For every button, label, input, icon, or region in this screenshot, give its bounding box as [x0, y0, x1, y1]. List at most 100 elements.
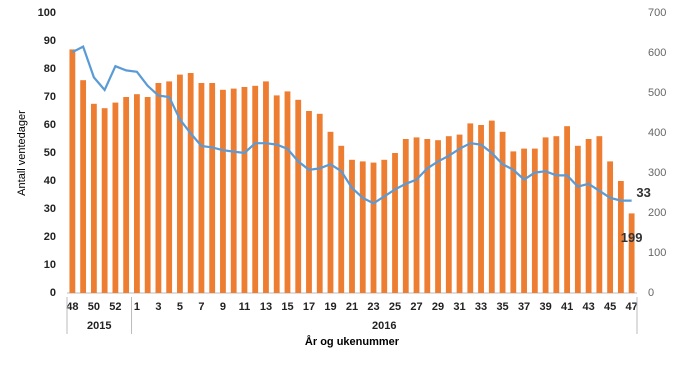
- y-tick-label: 70: [44, 91, 56, 103]
- x-tick-label: 27: [410, 301, 422, 313]
- x-tick-label: 5: [177, 301, 183, 313]
- x-tick-label: 50: [88, 301, 100, 313]
- y-tick-label: 40: [44, 175, 56, 187]
- bar: [574, 145, 581, 293]
- bar: [370, 162, 377, 293]
- x-tick-label: 48: [66, 301, 78, 313]
- bar: [263, 81, 269, 294]
- line: [71, 45, 632, 205]
- x-tick-label: 45: [604, 301, 616, 313]
- x-tick-label: 33: [475, 301, 487, 313]
- bar: [252, 85, 259, 293]
- y-tick-label: 30: [44, 203, 56, 215]
- bar: [553, 136, 560, 293]
- bar: [617, 181, 624, 293]
- bar: [413, 137, 420, 293]
- data-label: 199: [621, 230, 643, 245]
- bar: [123, 97, 130, 293]
- bar: [295, 99, 302, 293]
- x-tick-label: 3: [155, 301, 161, 313]
- bar: [435, 140, 441, 293]
- bar: [90, 103, 97, 293]
- y2-tick-label: 600: [648, 47, 666, 59]
- bar: [134, 94, 140, 293]
- bar: [112, 102, 119, 293]
- bar: [144, 97, 151, 293]
- bar: [209, 83, 216, 293]
- y-tick-label: 50: [44, 147, 56, 159]
- bar: [69, 49, 76, 294]
- x-tick-label: 43: [582, 301, 594, 313]
- bar: [230, 88, 237, 293]
- x-tick-label: 21: [346, 301, 358, 313]
- x-tick-label: 29: [432, 301, 444, 313]
- y2-tick-label: 300: [648, 167, 666, 179]
- x-tick-label: 35: [496, 301, 508, 313]
- bar: [488, 120, 495, 293]
- y-tick-label: 90: [44, 35, 56, 47]
- x-tick-label: 19: [324, 301, 336, 313]
- bar: [478, 125, 484, 293]
- bar: [101, 108, 108, 293]
- x-tick-label: 39: [539, 301, 551, 313]
- y2-tick-label: 500: [648, 87, 666, 99]
- y-tick-label: 60: [44, 119, 56, 131]
- data-label: 33: [636, 185, 650, 200]
- bar: [220, 89, 226, 293]
- bar: [542, 137, 549, 293]
- bar: [327, 131, 334, 293]
- y2-tick-label: 0: [648, 287, 654, 299]
- bar: [306, 111, 312, 293]
- y-tick-label: 80: [44, 63, 56, 75]
- x-tick-label: 41: [561, 301, 573, 313]
- group-label: 2016: [372, 320, 396, 332]
- bar: [531, 148, 538, 293]
- bar: [338, 145, 345, 293]
- bar: [359, 161, 366, 293]
- y-axis-title: Antall ventedager: [16, 110, 28, 196]
- bar: [445, 136, 452, 293]
- x-tick-label: 13: [260, 301, 272, 313]
- bar: [80, 80, 87, 293]
- bar: [381, 159, 388, 293]
- bar: [628, 213, 635, 293]
- bar: [316, 113, 323, 293]
- y2-tick-label: 100: [648, 247, 666, 259]
- bar: [177, 74, 183, 293]
- x-tick-label: 25: [389, 301, 401, 313]
- bar: [187, 73, 194, 293]
- y-tick-label: 20: [44, 231, 56, 243]
- group-label: 2015: [87, 320, 111, 332]
- bar: [284, 91, 291, 294]
- y-tick-label: 0: [50, 287, 56, 299]
- x-tick-label: 23: [367, 301, 379, 313]
- bar: [241, 87, 248, 293]
- x-tick-label: 52: [109, 301, 121, 313]
- bar: [424, 139, 431, 293]
- bar: [607, 161, 614, 293]
- bar: [166, 81, 173, 294]
- bar: [467, 123, 474, 294]
- x-tick-label: 11: [239, 301, 251, 313]
- x-tick-label: 37: [518, 301, 530, 313]
- x-tick-label: 15: [281, 301, 293, 313]
- bar: [499, 131, 506, 293]
- x-tick-label: 31: [453, 301, 465, 313]
- y-tick-label: 100: [38, 7, 56, 19]
- x-axis-title: År og ukenummer: [305, 335, 400, 348]
- x-tick-label: 47: [625, 301, 637, 313]
- x-tick-label: 9: [220, 301, 226, 313]
- bar: [392, 153, 398, 293]
- bar: [155, 83, 162, 293]
- y2-tick-label: 700: [648, 7, 666, 19]
- y2-tick-label: 400: [648, 127, 666, 139]
- bar: [585, 139, 592, 293]
- bar: [510, 151, 517, 293]
- bar: [596, 136, 603, 293]
- bar: [198, 83, 205, 293]
- x-tick-label: 17: [303, 301, 315, 313]
- bar: [273, 95, 280, 294]
- x-tick-label: 7: [198, 301, 204, 313]
